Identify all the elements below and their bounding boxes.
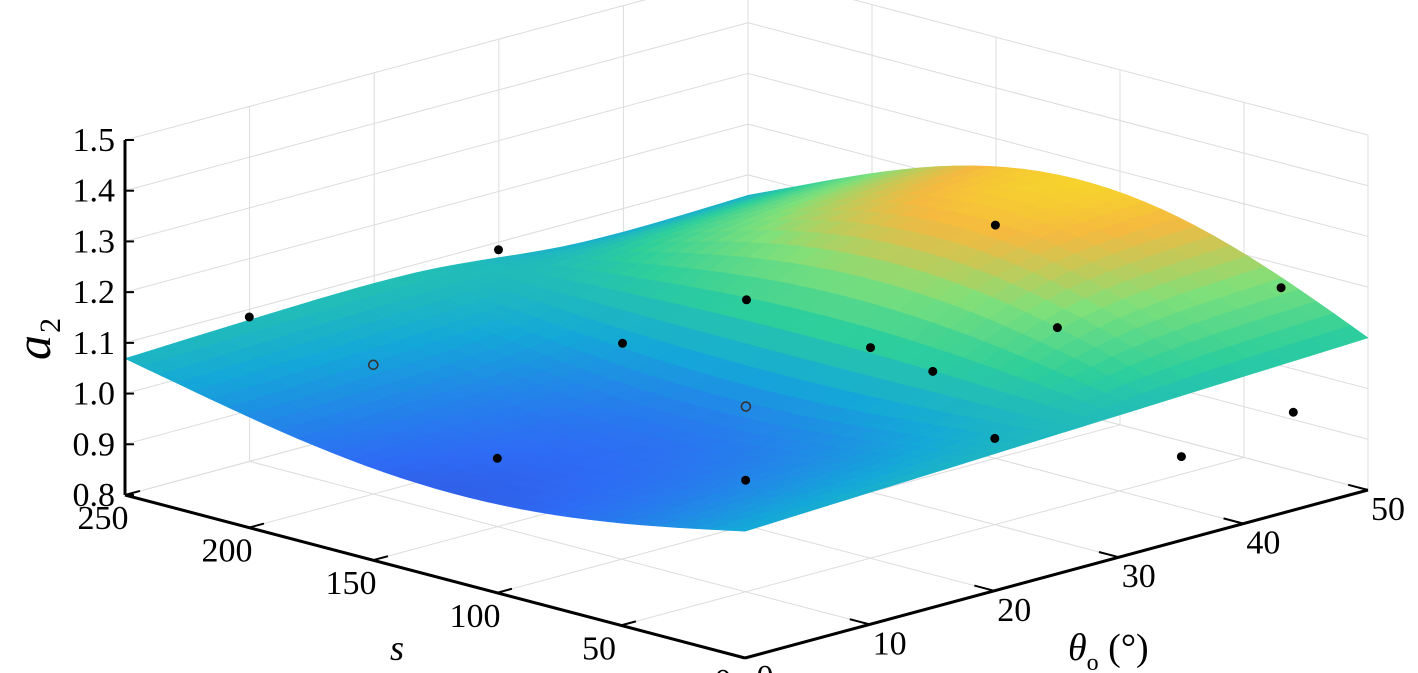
y-tick-label: 250 bbox=[78, 500, 129, 537]
data-point bbox=[990, 433, 1000, 443]
z-tick-label: 1.3 bbox=[73, 223, 116, 260]
data-point bbox=[741, 475, 751, 485]
grid-line bbox=[124, 174, 749, 344]
z-tick-label: 1.5 bbox=[73, 122, 116, 159]
z-tick-label: 1.0 bbox=[73, 376, 116, 413]
grid-line bbox=[747, 72, 1369, 237]
grid-line bbox=[249, 460, 870, 625]
z-tick-label: 1.2 bbox=[73, 274, 116, 311]
z-tick-label: 1.4 bbox=[73, 173, 116, 210]
data-point bbox=[494, 245, 503, 255]
x-axis-title-sub: o bbox=[1087, 650, 1099, 673]
x-tick bbox=[1223, 517, 1244, 525]
z-axis-title-main: a bbox=[5, 335, 61, 360]
x-tick bbox=[974, 584, 995, 592]
data-point bbox=[1288, 407, 1298, 417]
y-axis-line bbox=[124, 493, 746, 660]
y-tick bbox=[620, 620, 637, 627]
grid-line bbox=[124, 123, 749, 293]
axes-layer bbox=[123, 139, 1369, 660]
x-tick-label: 10 bbox=[873, 625, 907, 662]
x-axis-line bbox=[744, 488, 1369, 660]
data-point bbox=[866, 343, 875, 353]
z-tick-label: 1.1 bbox=[73, 325, 116, 362]
x-tick bbox=[1098, 551, 1120, 559]
data-point-open bbox=[367, 359, 379, 371]
x-tick bbox=[724, 651, 746, 659]
x-axis-title: θo (°) bbox=[1068, 627, 1149, 673]
surface-layer bbox=[124, 165, 1369, 532]
x-tick bbox=[1347, 483, 1369, 491]
data-point bbox=[990, 220, 1000, 230]
grid-line bbox=[124, 72, 749, 242]
y-tick-label: 100 bbox=[450, 598, 501, 635]
grid-line bbox=[124, 0, 647, 141]
data-point bbox=[244, 312, 254, 322]
y-tick bbox=[744, 653, 761, 659]
x-tick bbox=[849, 618, 870, 626]
x-tick-label: 30 bbox=[1122, 558, 1156, 595]
data-point bbox=[492, 453, 502, 463]
x-tick-label: 0 bbox=[757, 659, 774, 673]
y-axis-title: s bbox=[390, 628, 404, 668]
data-point bbox=[1276, 283, 1286, 293]
grid-line bbox=[124, 22, 749, 192]
y-tick-label: 50 bbox=[582, 630, 616, 667]
y-tick-label: 200 bbox=[202, 533, 253, 570]
z-axis-title: a2 bbox=[5, 318, 67, 360]
x-axis-title-unit: (°) bbox=[1099, 627, 1149, 669]
x-tick-label: 50 bbox=[1371, 491, 1405, 528]
points-layer bbox=[244, 220, 1298, 485]
grid-line bbox=[620, 456, 1245, 626]
grid-line bbox=[852, 0, 1369, 136]
y-tick bbox=[248, 522, 265, 529]
z-axis-title-sub: 2 bbox=[34, 318, 67, 333]
y-tick bbox=[372, 555, 389, 562]
z-tick-label: 0.8 bbox=[73, 477, 116, 514]
data-point bbox=[742, 295, 751, 305]
x-axis-title-symbol: θ bbox=[1068, 627, 1087, 669]
y-tick-label: 0 bbox=[715, 663, 732, 673]
y-tick-label: 150 bbox=[326, 565, 377, 602]
data-point bbox=[1052, 323, 1062, 333]
surface-patch bbox=[727, 523, 767, 532]
data-point bbox=[618, 338, 627, 348]
y-tick bbox=[496, 587, 513, 594]
data-point-open bbox=[740, 401, 752, 412]
data-point bbox=[1176, 452, 1186, 462]
x-tick-label: 40 bbox=[1246, 525, 1280, 562]
grid-line bbox=[747, 22, 1369, 187]
z-tick-label: 0.9 bbox=[73, 426, 116, 463]
x-tick-label: 20 bbox=[997, 592, 1031, 629]
data-point bbox=[928, 366, 938, 376]
